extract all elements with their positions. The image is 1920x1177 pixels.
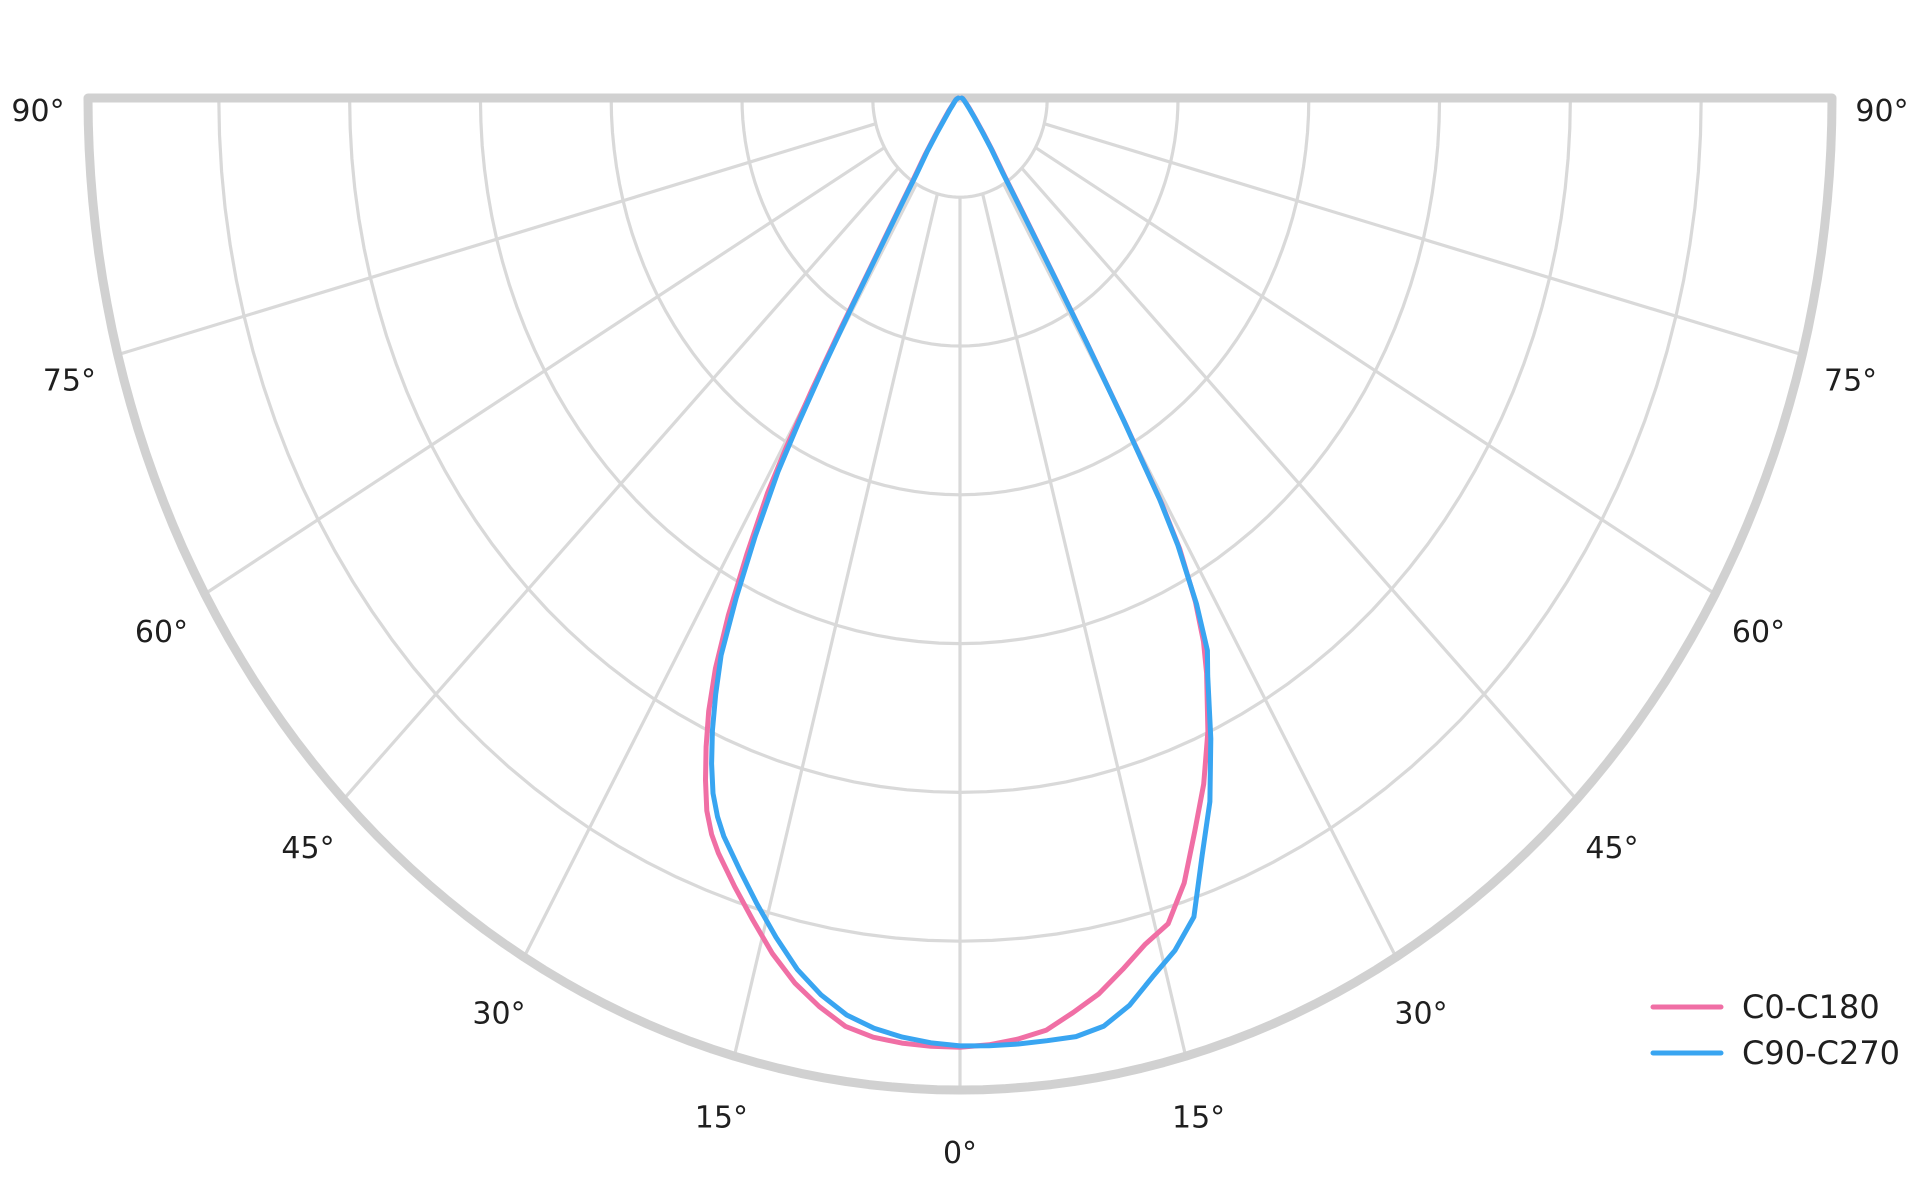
angle-tick-label-right-90: 90° (1855, 94, 1908, 129)
angle-tick-label-right-60: 60° (1732, 615, 1785, 650)
angle-spoke (981, 193, 1188, 1057)
angle-spoke (1020, 167, 1578, 801)
angle-tick-label-right-75: 75° (1824, 364, 1877, 399)
angle-spoke (342, 167, 900, 801)
angle-tick-label-0: 0° (943, 1136, 977, 1171)
angle-tick-label-left-60: 60° (135, 615, 188, 650)
legend-label-c0-c180: C0-C180 (1742, 988, 1880, 1026)
angle-tick-label-left-75: 75° (43, 364, 96, 399)
angle-tick-label-right-45: 45° (1585, 831, 1638, 866)
angle-spoke (1034, 146, 1717, 596)
radial-gridline-arc (871, 97, 1049, 199)
angle-tick-label-right-30: 30° (1394, 996, 1447, 1031)
polar-grid (83, 93, 1837, 1095)
angle-tick-labels: 0° 15° 15° 30° 30° 45° 45° 60° 60° 75° 75° 90° 90° (11, 94, 1908, 1171)
legend-label-c90-c270: C90-C270 (1742, 1034, 1900, 1072)
angle-tick-label-left-30: 30° (472, 996, 525, 1031)
angle-tick-label-right-15: 15° (1172, 1101, 1225, 1136)
angle-spoke (203, 146, 886, 596)
polar-axis-boundary (83, 93, 1837, 1095)
series-curves (703, 95, 1214, 1050)
angle-tick-label-left-90: 90° (11, 94, 64, 129)
angle-tick-label-left-15: 15° (695, 1101, 748, 1136)
angle-spoke (1043, 122, 1803, 357)
angle-tick-label-left-45: 45° (281, 831, 334, 866)
legend: C0-C180 C90-C270 (1650, 988, 1900, 1072)
angle-spoke (1002, 183, 1398, 958)
angle-spoke (732, 193, 939, 1057)
curve-c90-c270 (709, 95, 1214, 1049)
angle-spoke (117, 122, 877, 357)
